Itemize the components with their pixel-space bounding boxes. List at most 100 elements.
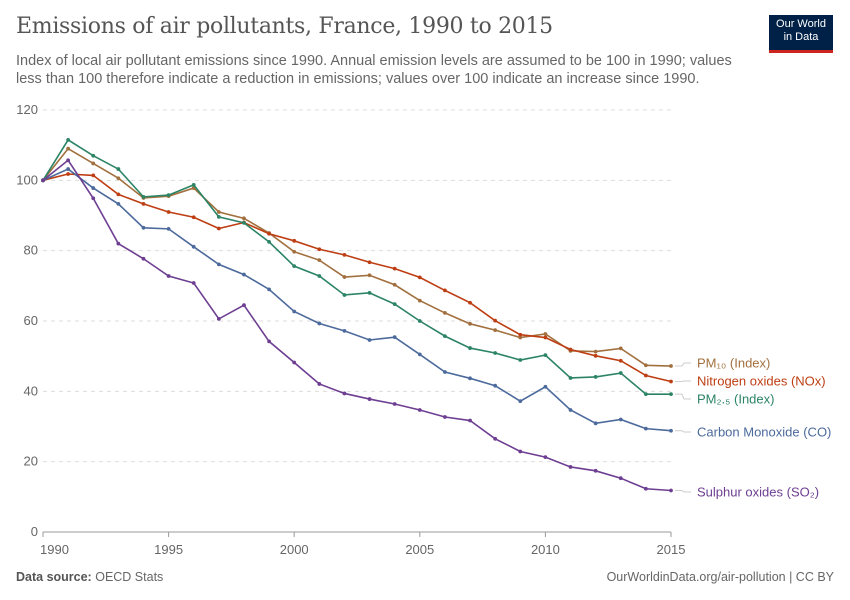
data-point [543, 332, 548, 336]
data-point [543, 353, 548, 358]
series-label: Carbon Monoxide (CO) [697, 425, 831, 440]
x-tick-label: 2005 [405, 542, 434, 557]
data-point [669, 428, 673, 433]
data-point [392, 266, 397, 271]
data-point [292, 309, 297, 314]
data-point [91, 196, 96, 201]
data-source-value[interactable]: OECD Stats [95, 570, 164, 584]
data-point [242, 220, 246, 225]
data-point [618, 346, 623, 351]
data-point [518, 335, 523, 340]
data-point [116, 167, 121, 171]
series-line [42, 173, 672, 383]
data-point [643, 363, 648, 368]
data-point [41, 178, 45, 183]
data-point [518, 449, 523, 454]
legend-connector [675, 362, 691, 367]
data-point [242, 216, 246, 221]
data-point [392, 302, 397, 307]
data-point [468, 321, 472, 326]
data-point [91, 173, 96, 178]
data-point [669, 364, 673, 368]
legend-connector [675, 490, 691, 493]
data-point [493, 328, 498, 333]
data-point [367, 397, 372, 401]
series-line [42, 147, 672, 367]
y-tick-label: 100 [16, 172, 38, 187]
data-point [618, 358, 623, 363]
data-point [593, 349, 598, 354]
data-point [367, 260, 372, 265]
data-point [141, 256, 146, 261]
data-point [66, 146, 71, 151]
data-point [141, 225, 146, 230]
data-point [493, 351, 498, 355]
data-point [191, 183, 196, 187]
data-point [66, 167, 71, 171]
data-point [443, 415, 447, 419]
data-point [267, 339, 271, 344]
data-point [643, 426, 648, 431]
data-point [392, 402, 397, 406]
data-point [317, 258, 322, 263]
data-point [317, 274, 322, 278]
data-point [216, 316, 221, 321]
x-tick-label: 1995 [154, 542, 183, 557]
data-point [66, 137, 71, 142]
data-point [643, 392, 648, 397]
data-point [317, 382, 322, 386]
x-tick-label: 2015 [657, 542, 686, 557]
data-point [267, 287, 271, 292]
data-point [417, 319, 422, 323]
chart-subtitle: Index of local air pollutant emissions s… [16, 53, 732, 87]
data-point [342, 252, 347, 257]
owid-logo[interactable]: Our World in Data [769, 15, 833, 53]
data-point [242, 303, 246, 308]
data-point [216, 210, 221, 214]
data-point [417, 298, 422, 303]
data-point [468, 346, 472, 350]
data-point [618, 417, 623, 422]
data-point [568, 347, 573, 352]
data-point [292, 360, 297, 365]
data-point [116, 176, 121, 181]
data-point [342, 275, 347, 279]
data-point [342, 293, 347, 297]
data-point [593, 353, 598, 358]
data-point [443, 370, 447, 374]
data-point [443, 334, 447, 339]
data-point [417, 352, 422, 357]
data-point [643, 486, 648, 491]
data-point [593, 375, 598, 379]
y-tick-label: 60 [24, 313, 38, 328]
data-point [392, 282, 397, 287]
data-point [191, 244, 196, 249]
data-point [543, 335, 548, 340]
series-label: PM₂.₅ (Index) [697, 392, 774, 407]
data-point [493, 383, 498, 388]
data-point [267, 239, 271, 244]
data-point [417, 408, 422, 412]
data-point [166, 226, 171, 231]
footer-url[interactable]: OurWorldinData.org/air-pollution | CC BY [606, 570, 834, 584]
data-point [518, 399, 523, 404]
data-point [543, 384, 548, 389]
data-point [367, 290, 372, 295]
chart-title: Emissions of air pollutants, France, 199… [16, 14, 553, 39]
data-point [392, 335, 397, 340]
data-point [468, 376, 472, 381]
y-tick-label: 0 [31, 524, 38, 539]
data-point [493, 318, 498, 323]
data-point [669, 488, 673, 493]
y-tick-label: 40 [24, 383, 38, 398]
data-point [342, 328, 347, 333]
data-point [443, 311, 447, 315]
data-point [191, 215, 196, 220]
data-point [669, 392, 673, 397]
data-point [618, 476, 623, 481]
data-point [141, 201, 146, 206]
data-point [216, 262, 221, 267]
data-point [443, 288, 447, 293]
data-source: Data source: OECD Stats [16, 570, 163, 584]
legend-connector [675, 393, 691, 400]
